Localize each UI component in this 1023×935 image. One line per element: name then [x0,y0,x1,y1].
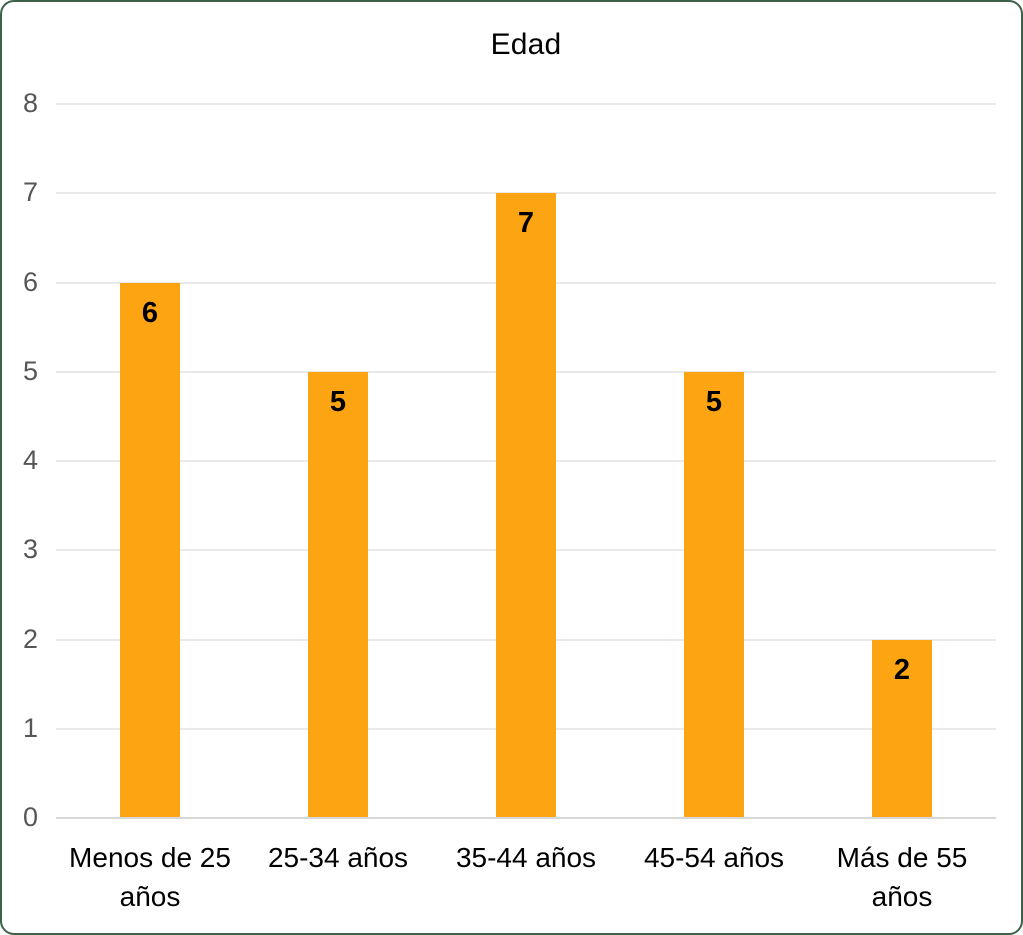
y-tick-label: 0 [22,801,38,832]
bar-value-label: 2 [893,653,911,686]
y-tick-label: 3 [22,534,38,565]
gridline [56,103,996,105]
plot-area: 0 1 2 3 4 5 6 7 8 6 Menos de 25 años 5 25-34 años 7 35… [23,88,996,912]
bar-3: 7 [496,193,556,818]
y-tick-label: 7 [22,177,38,208]
bar-4: 5 [684,371,744,818]
bar-1: 6 [120,282,180,818]
bar-value-label: 7 [517,207,535,240]
bar-value-label: 5 [329,385,347,418]
y-tick-label: 6 [22,266,38,297]
y-tick-label: 4 [22,444,38,475]
x-category-label: Menos de 25 años [69,842,231,912]
x-category-label: 35-44 años [455,842,597,873]
x-category-label: 45-54 años [643,842,785,873]
x-category-label: Más de 55 años [836,842,968,912]
x-axis-line [56,817,996,819]
y-tick-label: 2 [22,623,38,654]
bar-2: 5 [308,371,368,818]
bar-value-label: 5 [705,385,723,418]
y-tick-label: 5 [22,355,38,386]
y-tick-label: 8 [22,87,38,118]
x-category-label: 25-34 años [267,842,409,873]
chart-title: Edad [490,28,562,61]
bar-5: 2 [872,639,932,818]
y-tick-label: 1 [22,712,38,743]
bar-value-label: 6 [141,296,159,329]
